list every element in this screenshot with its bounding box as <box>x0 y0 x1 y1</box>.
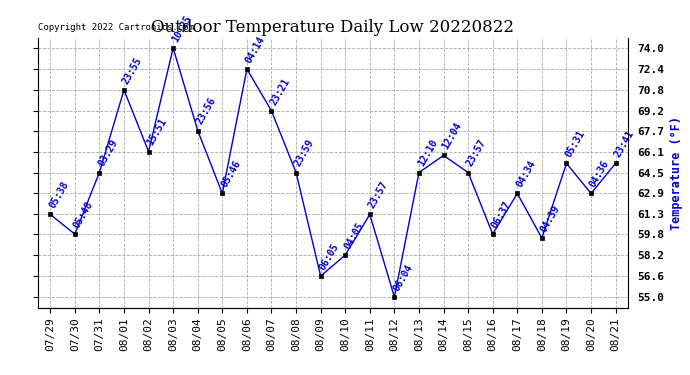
Text: 06:05: 06:05 <box>317 242 341 272</box>
Text: 04:14: 04:14 <box>244 34 267 65</box>
Text: 05:38: 05:38 <box>47 180 70 210</box>
Text: 04:34: 04:34 <box>514 159 538 189</box>
Text: 23:59: 23:59 <box>293 138 316 168</box>
Text: 05:48: 05:48 <box>72 200 95 230</box>
Text: 06:04: 06:04 <box>391 262 415 293</box>
Text: 06:37: 06:37 <box>490 200 513 230</box>
Text: 23:56: 23:56 <box>195 96 218 126</box>
Text: 23:55: 23:55 <box>121 56 144 86</box>
Text: 04:39: 04:39 <box>539 203 562 234</box>
Text: 05:46: 05:46 <box>219 159 243 189</box>
Text: Copyright 2022 Cartronics.com: Copyright 2022 Cartronics.com <box>38 23 194 32</box>
Text: 10:25: 10:25 <box>170 13 193 44</box>
Text: 05:31: 05:31 <box>563 129 586 159</box>
Text: 03:29: 03:29 <box>97 138 119 168</box>
Y-axis label: Temperature (°F): Temperature (°F) <box>670 116 683 230</box>
Text: 04:36: 04:36 <box>588 159 611 189</box>
Text: 23:57: 23:57 <box>465 138 489 168</box>
Text: 23:41: 23:41 <box>613 129 636 159</box>
Text: 12:10: 12:10 <box>416 138 440 168</box>
Text: 04:05: 04:05 <box>342 220 366 251</box>
Text: 23:21: 23:21 <box>268 76 292 107</box>
Text: 12:04: 12:04 <box>440 121 464 151</box>
Title: Outdoor Temperature Daily Low 20220822: Outdoor Temperature Daily Low 20220822 <box>151 19 515 36</box>
Text: 15:51: 15:51 <box>146 117 169 147</box>
Text: 23:57: 23:57 <box>366 180 390 210</box>
